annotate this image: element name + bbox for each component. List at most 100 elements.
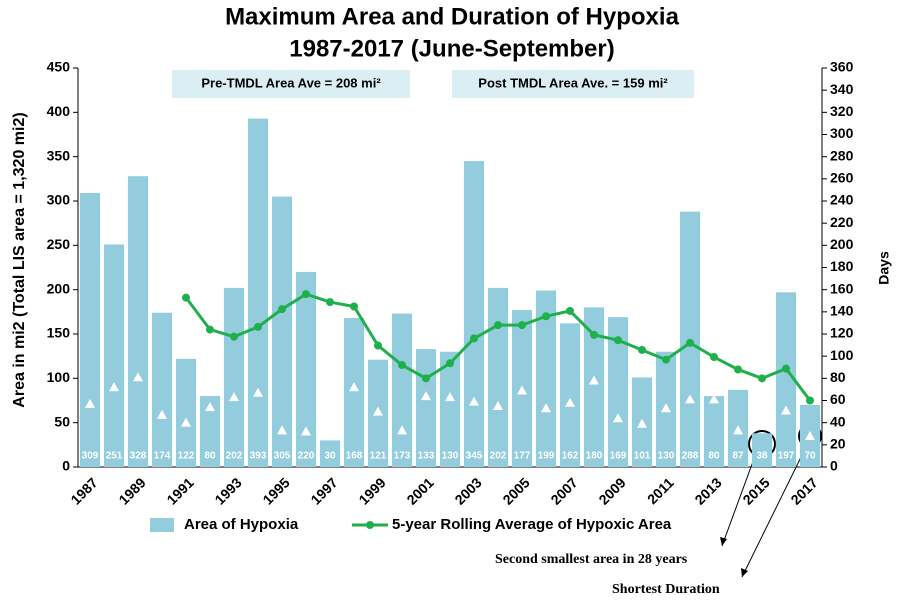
y2-tick-label: 140 <box>830 303 854 319</box>
x-tick-label: 1997 <box>307 474 340 507</box>
chart-title: Maximum Area and Duration of Hypoxia <box>225 3 680 30</box>
y-tick-label: 450 <box>47 59 71 75</box>
x-tick-label: 2001 <box>403 474 436 507</box>
bar <box>439 351 461 467</box>
duration-marker <box>205 402 215 412</box>
line-marker <box>758 374 766 383</box>
y2-tick-label: 200 <box>830 236 854 252</box>
y-tick-label: 200 <box>47 280 71 296</box>
value-label: 87 <box>732 451 744 462</box>
annotation: Shortest Duration <box>612 582 720 597</box>
bar <box>751 433 773 467</box>
annotation-box <box>172 70 410 98</box>
line-marker <box>422 374 430 383</box>
value-label: 328 <box>130 451 147 462</box>
y-tick-label: 400 <box>47 103 71 119</box>
line-marker <box>638 345 646 354</box>
line-marker <box>326 298 334 307</box>
value-label: 122 <box>178 451 195 462</box>
value-label: 345 <box>466 451 483 462</box>
duration-marker <box>805 430 815 440</box>
duration-marker <box>373 406 383 416</box>
y-tick-label: 250 <box>47 236 71 252</box>
duration-marker <box>181 417 191 427</box>
value-label: 38 <box>756 451 768 462</box>
duration-marker <box>85 398 95 408</box>
bar <box>295 271 317 467</box>
duration-marker <box>445 392 455 402</box>
y2-tick-label: 260 <box>830 170 854 186</box>
line-marker <box>590 330 598 339</box>
value-label: 121 <box>370 451 387 462</box>
duration-marker <box>733 425 743 435</box>
value-label: 162 <box>562 451 579 462</box>
line-marker <box>350 302 358 311</box>
y2-tick-label: 320 <box>830 103 854 119</box>
y2-tick-label: 280 <box>830 147 854 163</box>
x-tick-label: 1999 <box>355 474 388 507</box>
chart-subtitle: 1987-2017 (June-September) <box>289 35 614 62</box>
x-tick-label: 2007 <box>547 474 580 507</box>
duration-marker <box>157 409 167 419</box>
duration-marker <box>685 394 695 404</box>
y-tick-label: 350 <box>47 147 71 163</box>
line-marker <box>614 336 622 345</box>
arrow <box>741 446 807 578</box>
line-marker <box>662 355 670 364</box>
bar <box>199 396 221 467</box>
value-label: 80 <box>204 451 216 462</box>
line-marker <box>734 365 742 374</box>
bar <box>79 193 101 467</box>
value-label: 251 <box>106 451 123 462</box>
y2-tick-label: 160 <box>830 280 854 296</box>
x-tick-label: 2003 <box>451 474 484 507</box>
bar <box>223 287 245 467</box>
line-marker <box>278 305 286 314</box>
duration-marker <box>397 425 407 435</box>
value-label: 202 <box>490 451 507 462</box>
y2-tick-label: 80 <box>830 369 846 385</box>
bar <box>463 161 485 467</box>
arrow <box>721 455 756 547</box>
y-tick-label: 0 <box>62 458 70 474</box>
duration-marker <box>349 382 359 392</box>
value-label: 80 <box>708 451 720 462</box>
bar <box>775 292 797 467</box>
bar <box>151 312 173 467</box>
line-marker <box>254 322 262 331</box>
duration-marker <box>469 396 479 406</box>
bar <box>415 349 437 467</box>
line-marker <box>470 334 478 343</box>
value-label: 197 <box>778 451 795 462</box>
y2-tick-label: 240 <box>830 192 854 208</box>
line-marker <box>302 290 310 299</box>
value-label: 173 <box>394 451 411 462</box>
line-marker <box>806 396 814 405</box>
legend-swatch <box>150 518 174 532</box>
y2-tick-label: 20 <box>830 436 846 452</box>
annotation-box <box>452 70 694 98</box>
duration-marker <box>301 426 311 436</box>
value-label: 288 <box>682 451 699 462</box>
duration-marker <box>133 372 143 382</box>
value-label: 393 <box>250 451 267 462</box>
arrow-head <box>741 568 748 577</box>
bar <box>271 196 293 468</box>
value-label: 180 <box>586 451 603 462</box>
duration-marker <box>613 413 623 423</box>
value-label: 169 <box>610 451 627 462</box>
bar <box>607 317 629 467</box>
duration-marker <box>637 418 647 428</box>
value-label: 130 <box>442 451 459 462</box>
legend-label: 5-year Rolling Average of Hypoxic Area <box>392 516 672 533</box>
duration-marker <box>253 387 263 397</box>
x-tick-label: 2005 <box>499 474 532 507</box>
value-label: 30 <box>324 451 336 462</box>
line-marker <box>374 341 382 350</box>
x-tick-label: 2011 <box>644 474 677 507</box>
duration-marker <box>565 397 575 407</box>
y2-tick-label: 180 <box>830 258 854 274</box>
line-marker <box>710 353 718 362</box>
x-tick-label: 1989 <box>115 474 148 507</box>
value-label: 309 <box>82 451 99 462</box>
